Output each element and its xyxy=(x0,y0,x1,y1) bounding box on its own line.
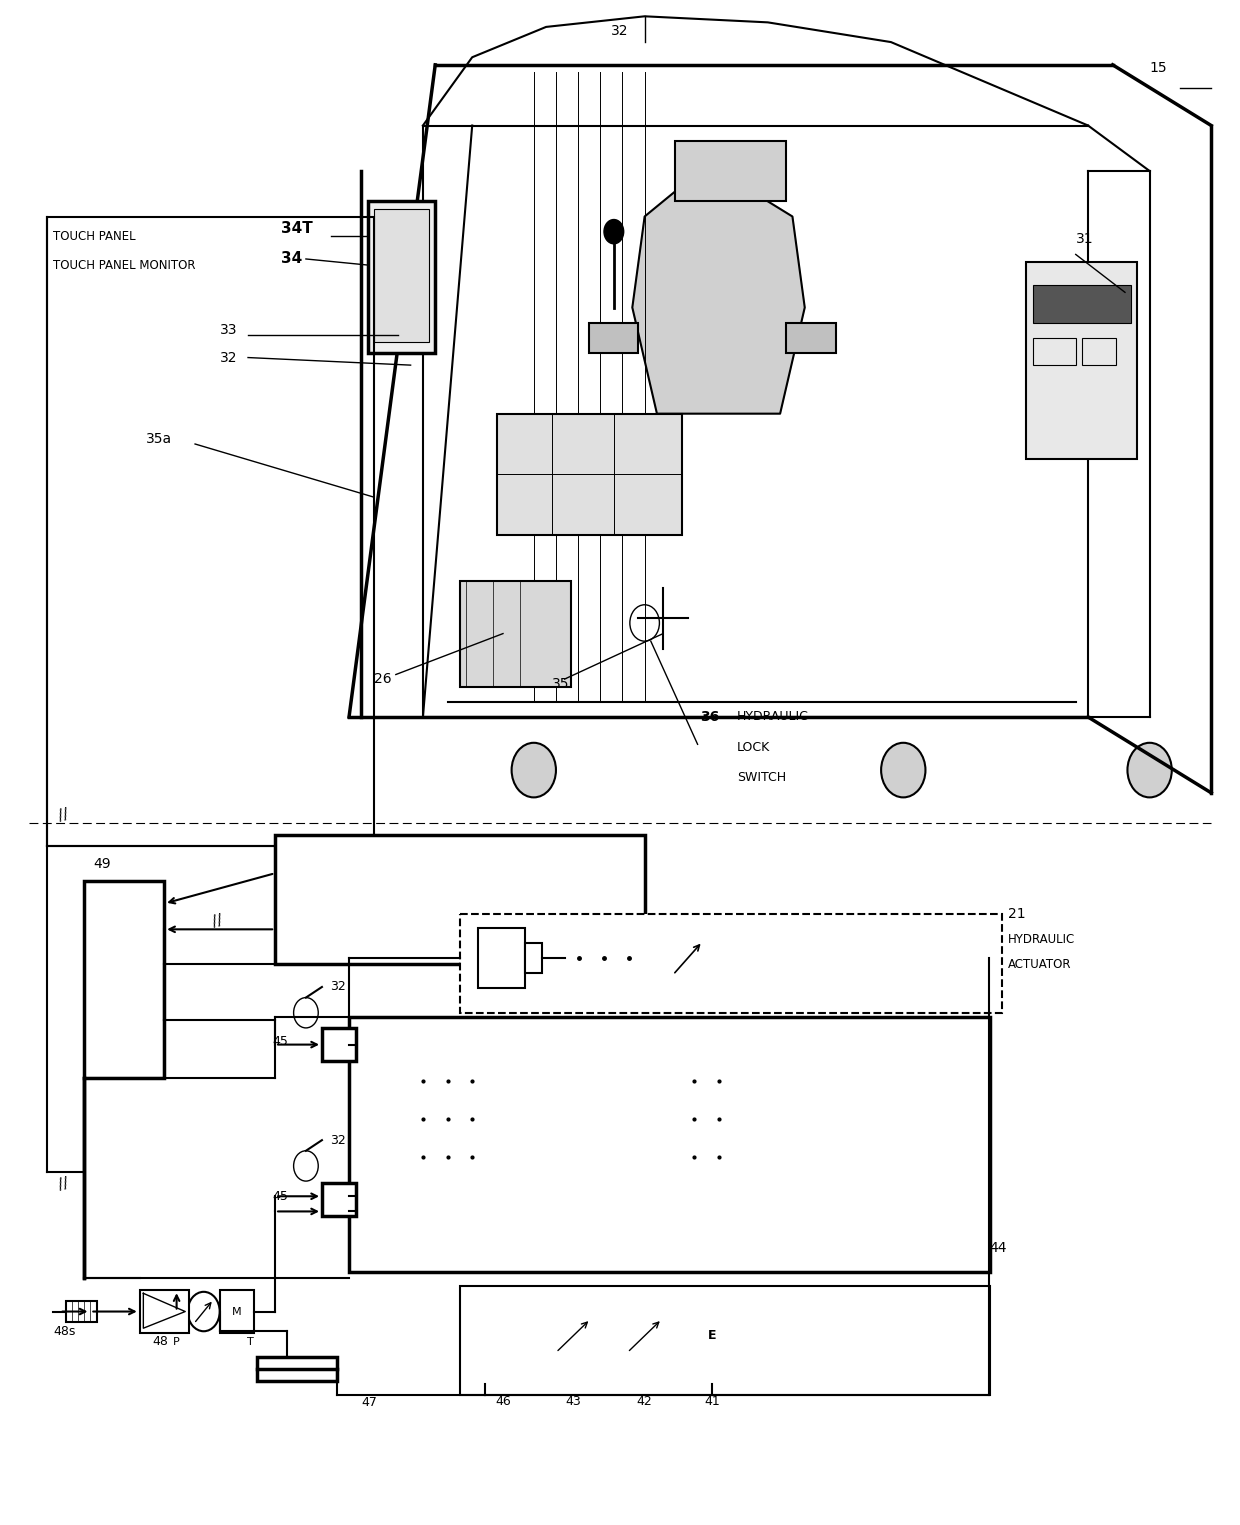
Bar xyxy=(367,201,435,352)
Text: //: // xyxy=(56,1176,71,1193)
Text: 46: 46 xyxy=(495,1394,511,1408)
Text: 36: 36 xyxy=(701,711,719,724)
Text: 32: 32 xyxy=(331,981,346,993)
Circle shape xyxy=(604,220,624,244)
Circle shape xyxy=(512,743,556,798)
Text: 33: 33 xyxy=(219,323,237,337)
Text: 35a: 35a xyxy=(146,433,172,447)
Bar xyxy=(460,913,1002,1013)
Text: E: E xyxy=(708,1330,717,1342)
Text: M: M xyxy=(232,1307,242,1316)
Text: 35: 35 xyxy=(552,677,569,691)
Text: HYDRAULIC: HYDRAULIC xyxy=(737,711,808,723)
Bar xyxy=(479,927,526,988)
Text: 21: 21 xyxy=(1008,907,1025,921)
Bar xyxy=(1033,285,1131,323)
Bar xyxy=(140,1290,188,1333)
Bar xyxy=(348,1017,990,1272)
Text: HYDRAULIC: HYDRAULIC xyxy=(1008,933,1075,947)
Text: 32: 32 xyxy=(611,24,629,38)
Bar xyxy=(275,836,645,964)
Text: 45: 45 xyxy=(273,1035,289,1048)
Text: P: P xyxy=(174,1337,180,1347)
Bar xyxy=(497,413,682,535)
Text: 45: 45 xyxy=(273,1190,289,1203)
Text: TOUCH PANEL: TOUCH PANEL xyxy=(53,230,136,242)
Bar xyxy=(47,217,373,846)
Text: 48: 48 xyxy=(153,1336,167,1348)
Text: 32: 32 xyxy=(219,351,237,364)
Text: 32: 32 xyxy=(331,1133,346,1147)
Bar xyxy=(1027,262,1137,459)
Text: //: // xyxy=(56,807,71,824)
Text: 48s: 48s xyxy=(53,1325,76,1337)
Text: 44: 44 xyxy=(990,1241,1007,1255)
Text: T: T xyxy=(247,1337,254,1347)
Bar xyxy=(84,881,164,1078)
Text: 42: 42 xyxy=(637,1394,652,1408)
Polygon shape xyxy=(632,186,805,413)
Circle shape xyxy=(1127,743,1172,798)
Bar xyxy=(526,942,542,973)
Text: 49: 49 xyxy=(93,857,110,871)
Text: 15: 15 xyxy=(1149,61,1167,75)
Text: 34T: 34T xyxy=(281,221,312,236)
Text: TOUCH PANEL MONITOR: TOUCH PANEL MONITOR xyxy=(53,259,196,271)
Bar xyxy=(322,1028,356,1061)
Text: 41: 41 xyxy=(704,1394,720,1408)
Text: SWITCH: SWITCH xyxy=(737,772,786,784)
Bar xyxy=(589,323,639,352)
Bar xyxy=(786,323,836,352)
Bar xyxy=(460,1286,990,1395)
Bar xyxy=(460,581,570,686)
Bar xyxy=(257,1357,337,1382)
Bar xyxy=(322,1182,356,1215)
Text: 34: 34 xyxy=(281,252,303,267)
Bar xyxy=(66,1301,97,1322)
Text: 31: 31 xyxy=(1076,232,1094,246)
Text: 47: 47 xyxy=(361,1395,377,1409)
Bar xyxy=(676,140,786,201)
Text: 43: 43 xyxy=(565,1394,582,1408)
Text: LOCK: LOCK xyxy=(737,741,770,753)
Bar xyxy=(373,209,429,343)
Text: ACTUATOR: ACTUATOR xyxy=(1008,958,1071,971)
Bar xyxy=(1033,339,1076,364)
Text: //: // xyxy=(211,913,224,930)
Circle shape xyxy=(882,743,925,798)
Bar xyxy=(1081,339,1116,364)
Bar xyxy=(219,1290,254,1333)
Text: 26: 26 xyxy=(373,673,392,686)
